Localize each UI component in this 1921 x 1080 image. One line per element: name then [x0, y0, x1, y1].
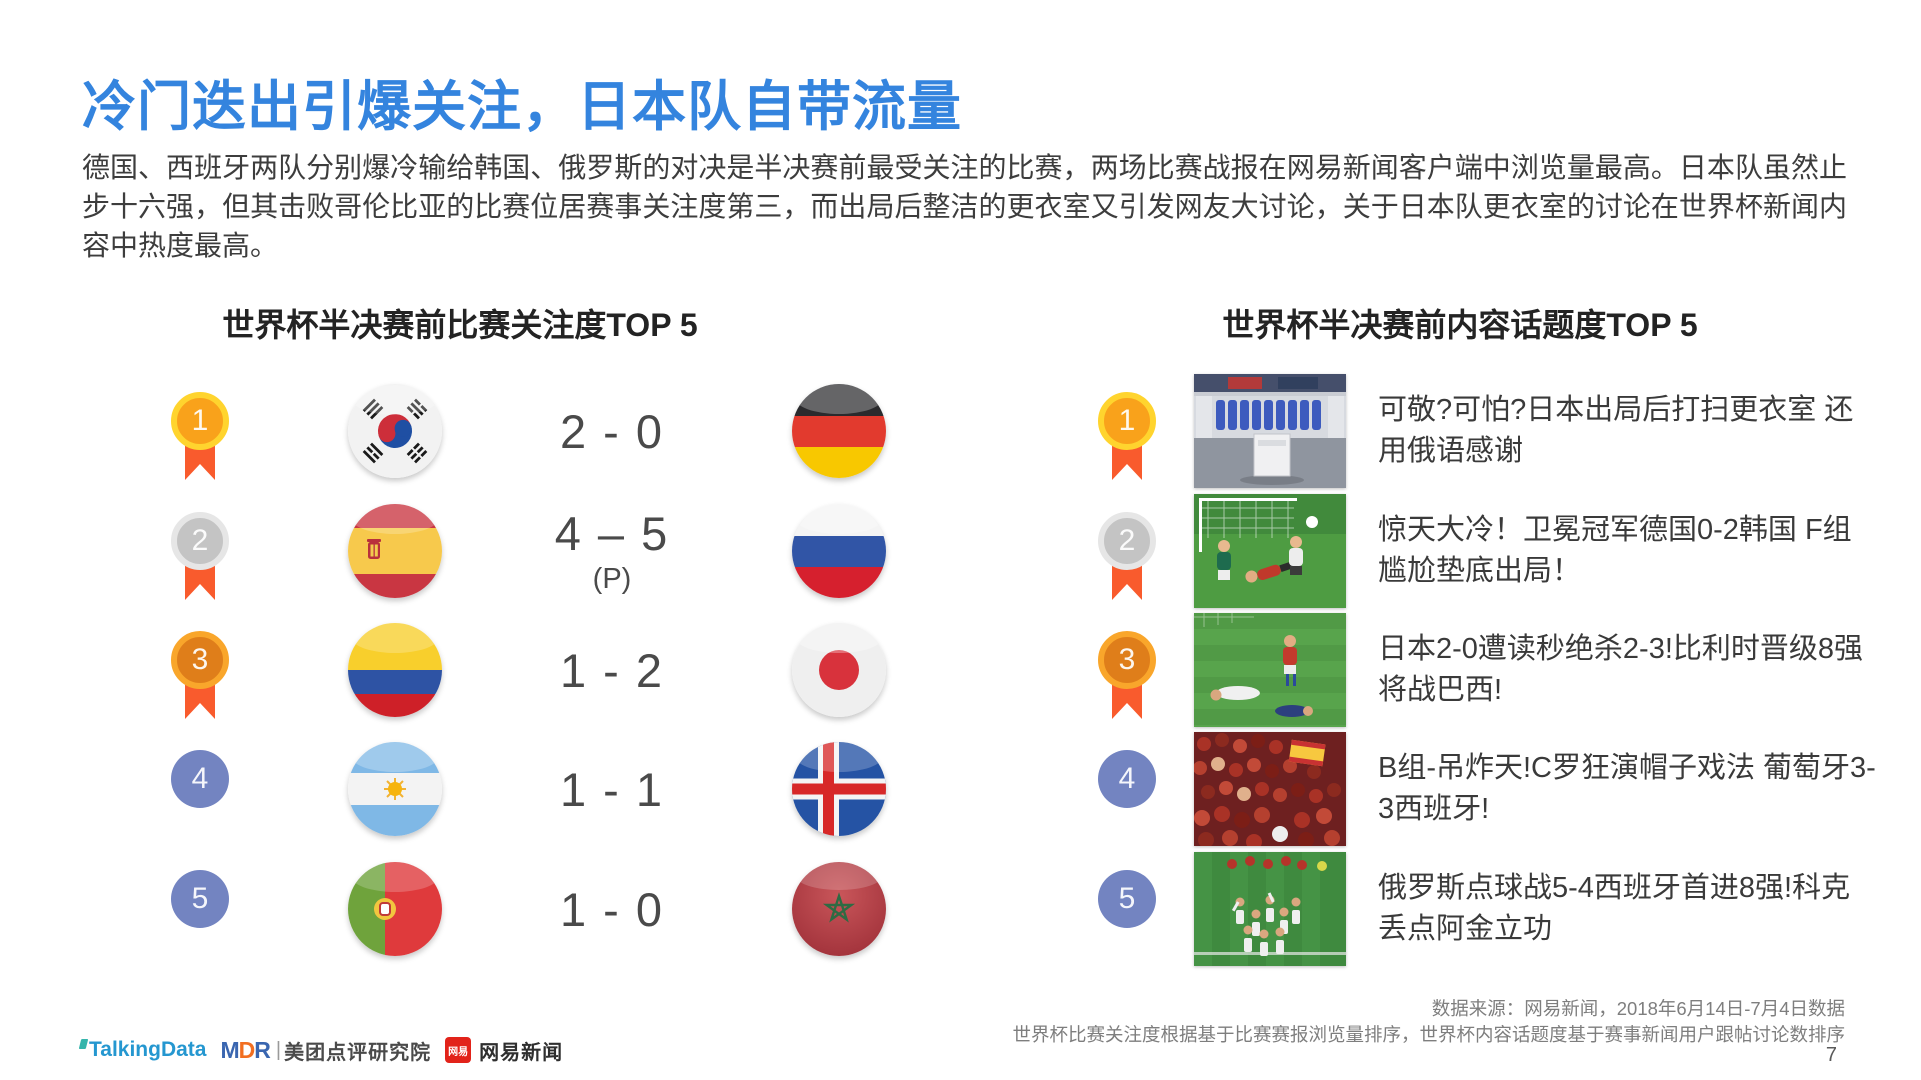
silver-medal-icon: 2 — [171, 512, 229, 608]
germany-flag-icon — [792, 384, 886, 478]
south-korea-flag-icon — [348, 384, 442, 478]
players-on-pitch-thumbnail — [1194, 613, 1346, 727]
rank-number: 3 — [171, 631, 229, 689]
japan-flag-icon — [792, 623, 886, 717]
rank-number: 2 — [171, 512, 229, 570]
colombia-flag-icon — [348, 623, 442, 717]
topic-row-2: 2 — [0, 491, 1921, 611]
morocco-flag-icon — [792, 862, 886, 956]
talkingdata-logo: TalkingData — [78, 1038, 207, 1062]
right-section-title: 世界杯半决赛前内容话题度TOP 5 — [1222, 307, 1698, 343]
source-line-1: 数据来源：网易新闻，2018年6月14日-7月4日数据 — [1431, 998, 1845, 1019]
mdr-letter-r: R — [254, 1036, 271, 1063]
match-score: 1 - 2 — [559, 643, 665, 697]
topic-row-3: 3 — [0, 610, 1921, 730]
rank-number: 1 — [171, 392, 229, 450]
gold-medal-icon: 1 — [1098, 392, 1156, 488]
rank-number: 4 — [1098, 750, 1156, 808]
mdr-letter-d: D — [238, 1036, 256, 1063]
locker-room-thumbnail — [1194, 374, 1346, 488]
match-score: 1 - 0 — [559, 882, 665, 936]
news-headline: 惊天大冷！卫冕冠军德国0-2韩国 F组尴尬垫底出局！ — [1378, 514, 1852, 587]
rank-4-badge: 4 — [171, 750, 229, 846]
argentina-flag-icon — [348, 742, 442, 836]
portugal-flag-icon — [348, 862, 442, 956]
netease-news-label: 网易新闻 — [479, 1041, 564, 1064]
topic-row-1: 1 — [0, 371, 1921, 491]
page-number: 7 — [1825, 1044, 1837, 1066]
news-headline: 日本2-0遭读秒绝杀2-3!比利时晋级8强将战巴西! — [1378, 633, 1864, 706]
match-score: 2 - 0 — [559, 404, 665, 458]
source-line-2: 世界杯比赛关注度根据基于比赛赛报浏览量排序，世界杯内容话题度基于赛事新闻用户跟帖… — [1012, 1023, 1845, 1045]
match-score: 1 - 1 — [559, 762, 665, 816]
rank-number: 1 — [1098, 392, 1156, 450]
topic-row-4: 4 — [0, 729, 1921, 849]
match-row-4: 4 1 - 1 — [0, 729, 1921, 849]
match-row-5: 5 1 - 0 — [0, 849, 1921, 969]
match-score: 4 – 5 (P) — [554, 507, 670, 595]
match-row-1: 1 — [0, 371, 1921, 491]
page-title: 冷门迭出引爆关注，日本队自带流量 — [82, 77, 962, 137]
footer-logos: TalkingData M D R | 美团点评研究院 网易 网易新闻 — [78, 1036, 564, 1065]
bronze-medal-icon: 3 — [1098, 631, 1156, 727]
logo-divider: | — [275, 1038, 281, 1061]
spain-flag-icon — [348, 504, 442, 598]
bronze-medal-icon: 3 — [171, 631, 229, 727]
match-row-2: 2 4 – 5 ( — [0, 491, 1921, 611]
meituan-dianping-research-logo: M D R | 美团点评研究院 — [220, 1036, 431, 1065]
news-headline: B组-吊炸天!C罗狂演帽子戏法 葡萄牙3-3西班牙! — [1378, 752, 1876, 825]
news-headline: 可敬?可怕?日本出局后打扫更衣室 还用俄语感谢 — [1378, 394, 1854, 467]
left-section-title: 世界杯半决赛前比赛关注度TOP 5 — [222, 307, 698, 343]
rank-4-badge: 4 — [1098, 750, 1156, 846]
iceland-flag-icon — [792, 742, 886, 836]
news-headline: 俄罗斯点球战5-4西班牙首进8强!科克丢点阿金立功 — [1378, 872, 1851, 945]
intro-paragraph: 德国、西班牙两队分别爆冷输给韩国、俄罗斯的对决是半决赛前最受关注的比赛，两场比赛… — [82, 152, 1847, 261]
rank-number: 3 — [1098, 631, 1156, 689]
russia-flag-icon — [792, 504, 886, 598]
rank-number: 5 — [171, 870, 229, 928]
rank-5-badge: 5 — [171, 870, 229, 966]
team-celebration-thumbnail — [1194, 852, 1346, 966]
rank-number: 5 — [1098, 870, 1156, 928]
data-source-note: 数据来源：网易新闻，2018年6月14日-7月4日数据 世界杯比赛关注度根据基于… — [1012, 996, 1845, 1047]
talkingdata-label: TalkingData — [89, 1038, 207, 1061]
meituan-research-label: 美团点评研究院 — [284, 1041, 432, 1064]
mdr-letter-m: M — [220, 1036, 239, 1063]
fans-crowd-thumbnail — [1194, 732, 1346, 846]
match-row-3: 3 1 - 2 — [0, 610, 1921, 730]
rank-number: 4 — [171, 750, 229, 808]
silver-medal-icon: 2 — [1098, 512, 1156, 608]
rank-5-badge: 5 — [1098, 870, 1156, 966]
talkingdata-tick-icon — [78, 1039, 89, 1049]
netease-logo-icon: 网易 — [445, 1037, 472, 1063]
rank-number: 2 — [1098, 512, 1156, 570]
topic-row-5: 5 — [0, 849, 1921, 969]
gold-medal-icon: 1 — [171, 392, 229, 488]
goal-scene-thumbnail — [1194, 494, 1346, 608]
